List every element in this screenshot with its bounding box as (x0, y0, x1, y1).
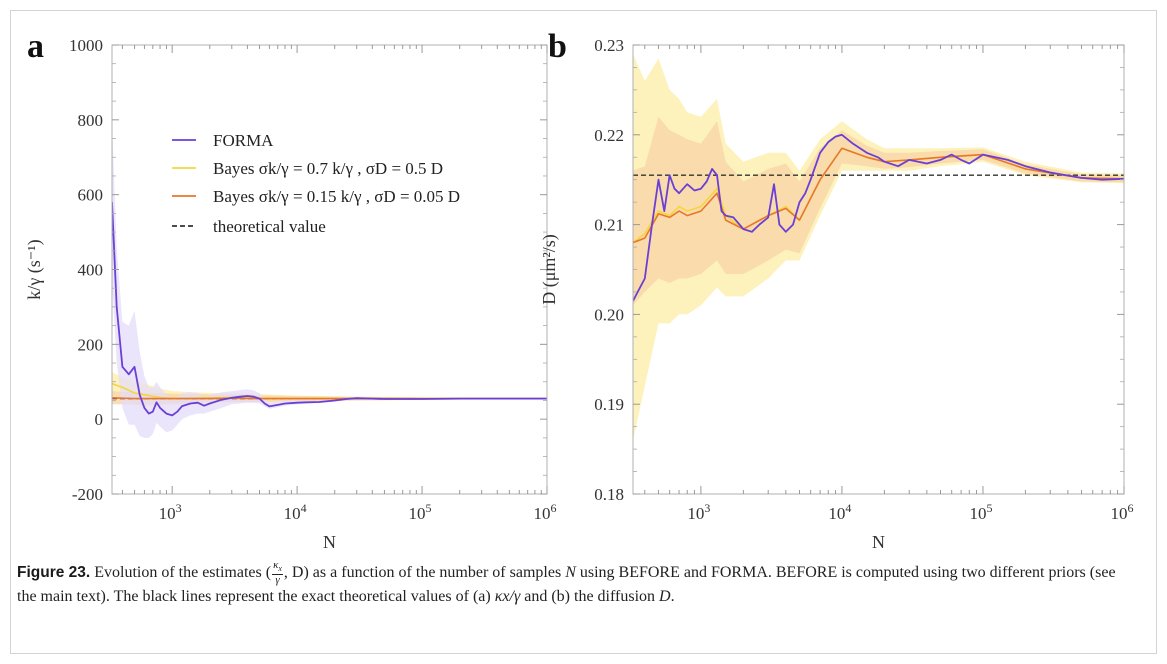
ytick-label: 1000 (69, 36, 103, 55)
plot-area-b (633, 54, 1124, 441)
series-line-forma-a (112, 202, 547, 417)
ytick-label: 0 (95, 410, 104, 429)
caption-text-5: . (670, 588, 675, 606)
xtick-label: 104 (828, 501, 851, 523)
ytick-label: 0.18 (594, 485, 624, 504)
caption-gamma: γ (275, 574, 280, 587)
axes-frame-a (111, 44, 548, 495)
caption-figure-label: Figure 23. (17, 563, 91, 581)
ytick-label: 0.23 (594, 36, 624, 55)
xtick-label: 103 (159, 501, 182, 523)
xtick-label: 103 (687, 501, 710, 523)
x-axis-label: N (872, 532, 885, 552)
legend-label-bayes1: Bayes σk/γ = 0.7 k/γ , σD = 0.5 D (213, 159, 443, 178)
caption-fraction: κx γ (272, 559, 283, 587)
caption-kappa-subscript: x (278, 564, 282, 574)
xtick-label: 104 (284, 501, 307, 523)
ytick-label: 400 (78, 261, 104, 280)
panel-letter-a: a (27, 28, 44, 65)
caption-text-1: Evolution of the estimates ( (90, 563, 272, 581)
ytick-label: 0.21 (594, 216, 624, 235)
plot-area-a (112, 123, 547, 438)
xtick-label: 105 (969, 501, 992, 523)
legend-label-forma: FORMA (213, 131, 274, 150)
xtick-label: 105 (409, 501, 432, 523)
ytick-label: 200 (78, 335, 104, 354)
ytick-label: 0.20 (594, 305, 624, 324)
caption-kx-over-gamma: κx/γ (494, 588, 521, 606)
legend-label-bayes2: Bayes σk/γ = 0.15 k/γ , σD = 0.05 D (213, 187, 460, 206)
series-line-forma-b (633, 133, 1124, 302)
band-bayes2-b (633, 116, 1124, 306)
y-axis-label: k/γ (s⁻¹) (24, 239, 45, 299)
caption-text-4: and (b) the diffusion (520, 588, 660, 606)
xtick-label: 106 (1111, 501, 1134, 523)
chart-panel-a: -200 0 200 400 600 800 1000 103 104 105 106 Nk/γ (s… (24, 28, 557, 552)
ytick-label: 600 (78, 186, 104, 205)
ytick-label: 0.22 (594, 126, 624, 145)
chart-panel-b: 0.18 0.19 0.20 0.21 0.22 0.23 103 104 105 106 N D (… (539, 28, 1134, 552)
figure-caption: Figure 23. Evolution of the estimates (κ… (17, 559, 1137, 607)
y-axis-label: D (μm²/s) (539, 234, 560, 305)
legend: FORMA Bayes σk/γ = 0.7 k/γ , σD = 0.5 D Ba… (172, 131, 460, 236)
legend-label-theory: theoretical value (213, 217, 326, 236)
figure-23-charts: -200 0 200 400 600 800 1000 103 104 105 106 Nk/γ (s… (24, 28, 1134, 552)
caption-d: D (659, 588, 671, 606)
ytick-label: 800 (78, 111, 104, 130)
ytick-label: 0.19 (594, 395, 624, 414)
caption-text-2: , D) as a function of the number of samp… (283, 563, 566, 581)
x-axis-label: N (323, 532, 336, 552)
caption-n: N (565, 563, 576, 581)
xtick-label: 106 (534, 501, 557, 523)
ytick-label: -200 (72, 485, 103, 504)
caption-text-3: using BEFORE and FORMA. BEFORE is comput… (17, 563, 1116, 606)
figure-frame (10, 10, 1157, 654)
panel-letter-b: b (548, 28, 567, 65)
